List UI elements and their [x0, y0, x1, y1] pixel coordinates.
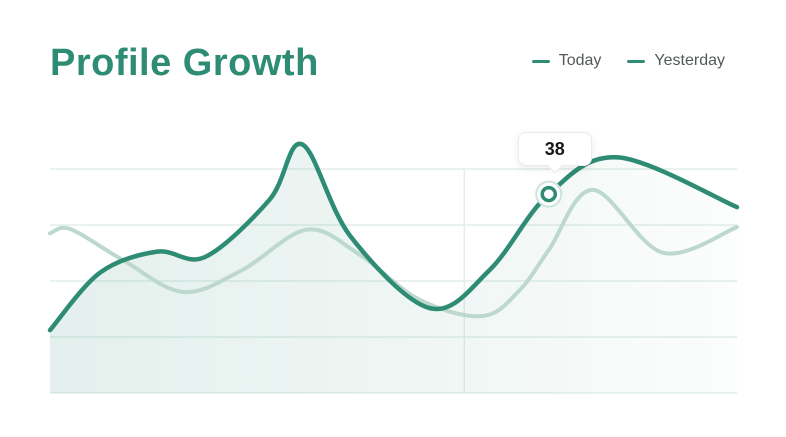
yesterday-line-swatch — [627, 59, 646, 63]
today-line-swatch — [531, 59, 550, 63]
chart-legend: Today Yesterday — [531, 52, 725, 69]
legend-item-yesterday[interactable]: Yesterday — [627, 53, 725, 69]
legend-label-yesterday: Yesterday — [654, 52, 725, 69]
page-title: Profile Growth — [50, 42, 319, 84]
series-line-yesterday — [48, 187, 739, 319]
legend-item-today[interactable]: Today — [531, 52, 602, 69]
tooltip: 38 — [517, 132, 592, 166]
tooltip-value: 38 — [544, 139, 565, 159]
legend-label-today: Today — [558, 52, 602, 69]
series-line-today — [47, 141, 740, 333]
highlight-marker[interactable] — [535, 180, 563, 208]
